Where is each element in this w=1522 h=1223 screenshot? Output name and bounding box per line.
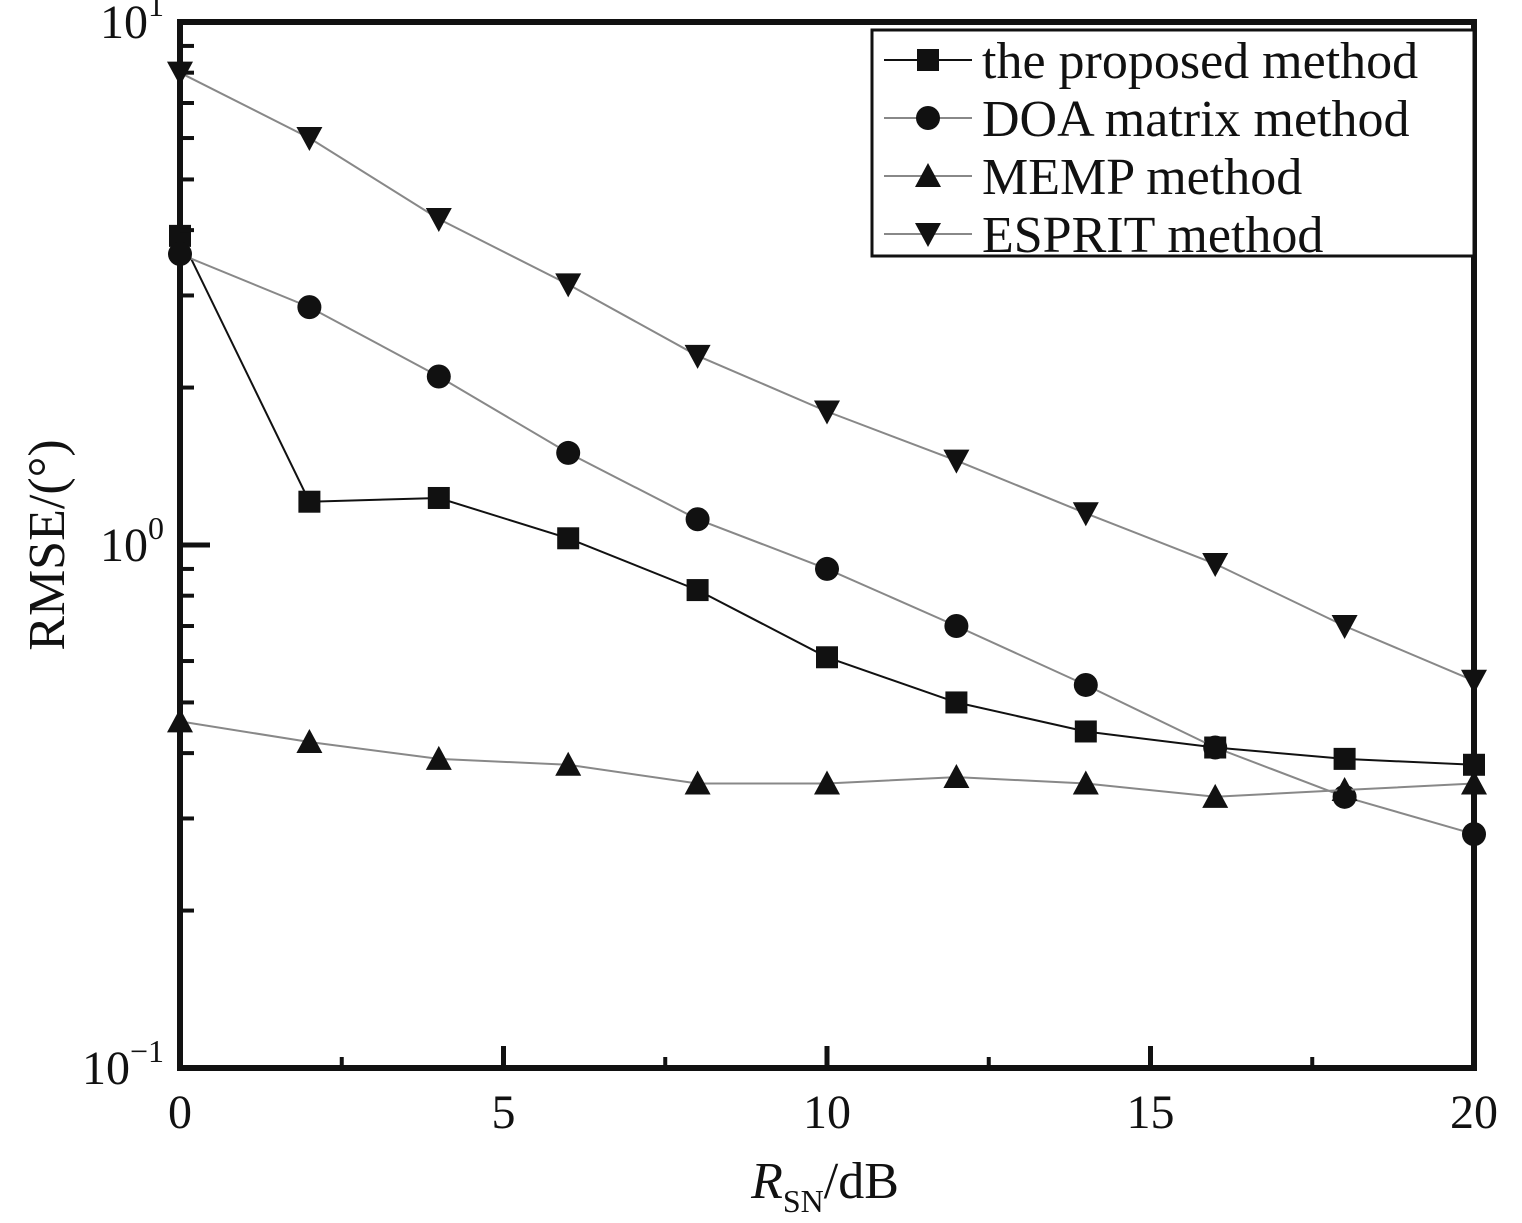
- data-point: [1202, 783, 1229, 808]
- series-circle: [168, 242, 1486, 847]
- data-point: [557, 527, 580, 550]
- series-line: [179, 253, 1475, 836]
- data-point: [814, 400, 840, 425]
- data-point: [814, 770, 840, 795]
- legend-box: [870, 28, 1476, 258]
- data-point: [1073, 672, 1098, 697]
- series-line: [179, 235, 1475, 766]
- data-point: [943, 449, 970, 474]
- series-triangle-up: [167, 708, 1487, 808]
- y-tick-label: 10−1: [82, 1033, 164, 1095]
- x-tick-label: 5: [492, 1086, 516, 1139]
- x-tick-label: 20: [1450, 1086, 1498, 1139]
- data-point: [685, 507, 710, 532]
- series-triangle-down: [167, 61, 1487, 694]
- data-point: [684, 344, 711, 369]
- data-point: [1072, 502, 1099, 527]
- data-point: [1074, 720, 1097, 743]
- data-point: [684, 770, 711, 795]
- data-point: [426, 364, 451, 389]
- data-point: [555, 273, 582, 298]
- legend-marker: [915, 163, 941, 187]
- axis-ticks: 0 5 10 15 20 101 100 10−1: [82, 0, 1498, 1139]
- data-point: [1333, 747, 1356, 770]
- legend-label: the proposed method: [982, 33, 1418, 90]
- data-point: [816, 646, 838, 669]
- axis-labels: RSN/dB RMSE/(°): [19, 439, 899, 1219]
- legend-marker: [917, 49, 939, 71]
- data-point: [1203, 735, 1228, 760]
- y-tick-label: 101: [100, 0, 164, 49]
- data-point: [298, 490, 321, 513]
- data-point: [943, 764, 970, 789]
- data-point: [686, 579, 709, 602]
- data-point: [1072, 770, 1099, 795]
- data-point: [1331, 777, 1358, 802]
- data-point: [296, 127, 323, 152]
- legend-label: ESPRIT method: [982, 207, 1323, 264]
- legend-marker: [916, 106, 940, 130]
- legend-label: DOA matrix method: [982, 91, 1410, 148]
- legend-marker: [915, 223, 941, 247]
- series-square: [169, 224, 1485, 776]
- data-point: [297, 295, 322, 320]
- data-point: [427, 486, 450, 509]
- data-point: [425, 208, 452, 233]
- y-axis-label: RMSE/(°): [19, 439, 76, 650]
- legend-label: MEMP method: [982, 149, 1302, 206]
- data-point: [425, 745, 452, 770]
- data-point: [815, 556, 839, 581]
- x-tick-label: 0: [168, 1086, 192, 1139]
- data-point: [1331, 615, 1358, 640]
- data-point: [945, 691, 968, 714]
- data-point: [555, 751, 582, 776]
- series-layer: [167, 61, 1487, 847]
- y-tick-label: 100: [100, 510, 164, 572]
- data-point: [1202, 552, 1229, 577]
- data-point: [944, 614, 969, 639]
- data-point: [556, 440, 581, 465]
- x-tick-label: 10: [803, 1086, 851, 1139]
- x-axis-label: RSN/dB: [750, 1153, 899, 1219]
- x-tick-label: 15: [1127, 1086, 1175, 1139]
- data-point: [296, 729, 323, 754]
